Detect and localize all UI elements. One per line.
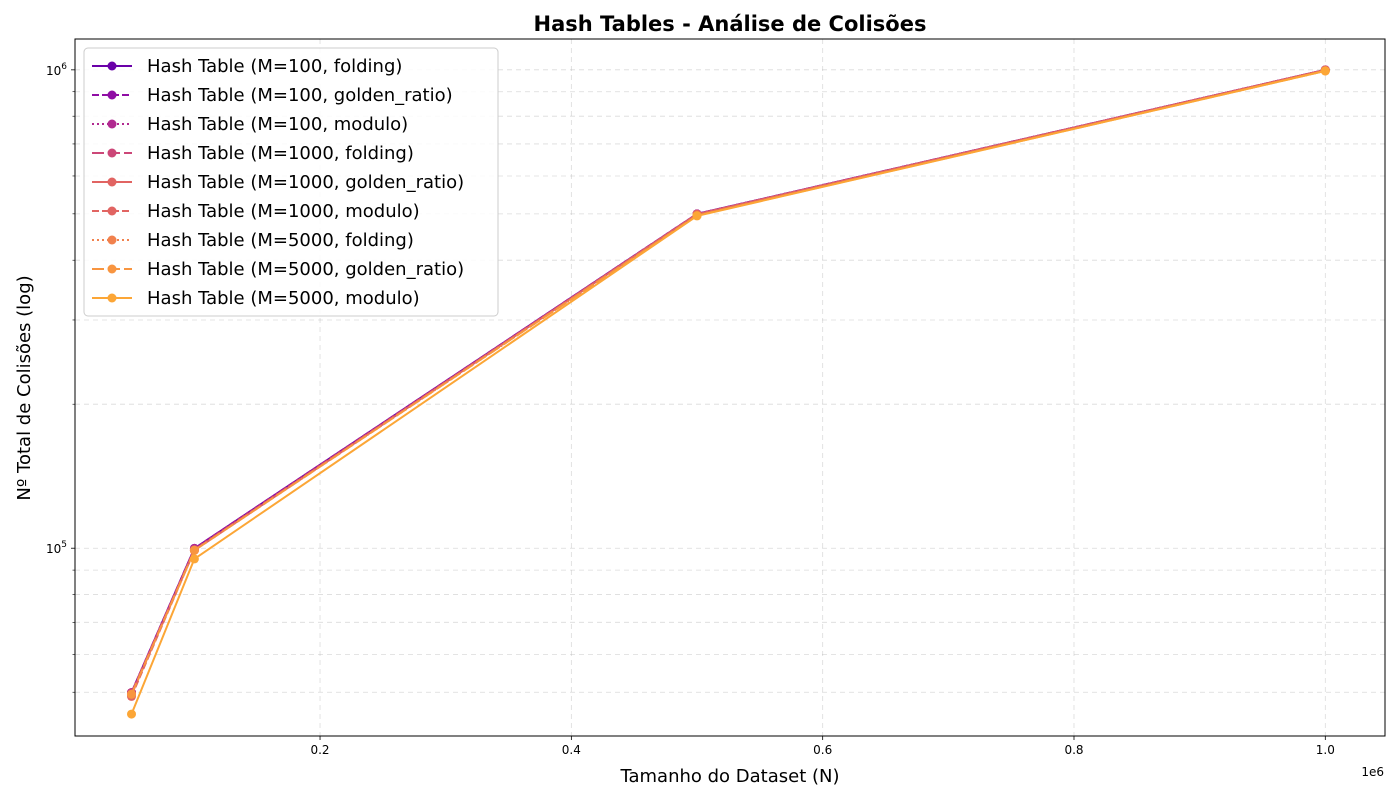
y-tick-label: 105 (46, 540, 67, 556)
legend-marker (107, 293, 117, 303)
data-point (189, 554, 199, 564)
legend-marker (107, 90, 117, 100)
x-tick-label: 0.2 (310, 743, 329, 757)
legend-label: Hash Table (M=100, modulo) (147, 114, 408, 135)
y-tick-exponent: 5 (61, 540, 67, 550)
legend-label: Hash Table (M=5000, golden_ratio) (147, 259, 464, 280)
legend-label: Hash Table (M=1000, folding) (147, 143, 414, 164)
legend-marker (107, 264, 117, 274)
plot-frame (74, 38, 1386, 737)
x-tick-label: 0.4 (562, 743, 581, 757)
legend-marker (107, 206, 117, 216)
x-tick-label: 1.0 (1316, 743, 1335, 757)
data-point (692, 211, 702, 221)
x-tick-label: 0.8 (1064, 743, 1083, 757)
legend-label: Hash Table (M=1000, golden_ratio) (147, 172, 464, 193)
legend-label: Hash Table (M=1000, modulo) (147, 201, 420, 222)
x-axis-label: Tamanho do Dataset (N) (619, 766, 839, 787)
legend-label: Hash Table (M=5000, folding) (147, 230, 414, 251)
data-point (1320, 66, 1330, 76)
legend-marker (107, 235, 117, 245)
series-group (127, 66, 1330, 719)
series-line (130, 69, 1326, 715)
y-tick-base: 10 (46, 64, 61, 78)
legend-label: Hash Table (M=100, golden_ratio) (147, 85, 453, 106)
y-tick-base: 10 (46, 542, 61, 556)
legend: Hash Table (M=100, folding) Hash Table (M… (83, 47, 499, 317)
data-point (189, 545, 199, 555)
data-point (127, 709, 136, 719)
legend-label: Hash Table (M=5000, modulo) (147, 288, 420, 309)
x-tick-label: 0.6 (813, 743, 832, 757)
data-point (127, 689, 136, 699)
y-axis-label: Nº Total de Colisões (log) (14, 275, 35, 500)
legend-marker (107, 148, 117, 158)
y-tick-label: 106 (46, 62, 67, 78)
x-axis: 0.2 0.4 0.6 0.8 1.0 (310, 736, 1335, 757)
legend-label: Hash Table (M=100, folding) (147, 56, 402, 77)
legend-marker (107, 177, 117, 187)
series-lines (127, 65, 1330, 719)
legend-box (83, 47, 499, 317)
chart-title: Hash Tables - Análise de Colisões (534, 12, 927, 36)
legend-marker (107, 119, 117, 129)
x-offset-label: 1e6 (1361, 765, 1384, 779)
y-tick-exponent: 6 (61, 62, 67, 72)
legend-marker (107, 61, 117, 71)
